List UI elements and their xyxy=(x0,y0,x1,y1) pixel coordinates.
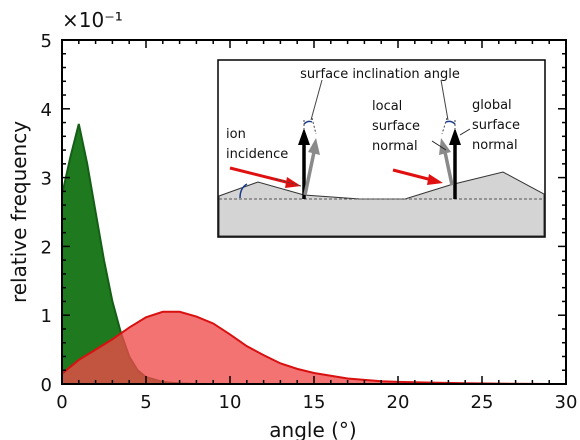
plot-frame xyxy=(61,39,567,385)
incidence-arc-icon xyxy=(239,183,248,199)
y-multiplier-label: ×10⁻¹ xyxy=(62,8,123,32)
arrowhead-icon xyxy=(439,138,451,155)
y-tick-label: 3 xyxy=(41,169,52,190)
arrowhead-icon xyxy=(308,138,320,155)
y-tick-label: 5 xyxy=(41,31,52,52)
label-pointer-line xyxy=(459,128,471,136)
global-normal-label: normal xyxy=(472,138,518,153)
local-normal-label: surface xyxy=(372,119,420,134)
inset-title: surface inclination angle xyxy=(300,67,460,82)
angle-guide-line xyxy=(311,117,317,135)
series-line-2 xyxy=(61,310,550,385)
surface-profile xyxy=(218,171,545,237)
arrowhead-icon xyxy=(427,174,443,185)
angle-guide-line xyxy=(441,117,448,135)
global-normal-label: global xyxy=(472,98,512,113)
local-normal-arrow-left xyxy=(303,151,316,196)
series-areas xyxy=(61,123,550,385)
series-area-2 xyxy=(62,311,550,384)
x-tick-label: 30 xyxy=(555,392,578,413)
x-tick-label: 5 xyxy=(140,392,151,413)
arrowhead-icon xyxy=(298,128,310,145)
angle-leader-line xyxy=(440,79,449,121)
angle-arc-icon xyxy=(445,120,456,125)
series-area-1 xyxy=(62,123,197,384)
x-tick-label: 0 xyxy=(56,392,67,413)
ion-arrow-right xyxy=(392,168,433,182)
ion-label: ion xyxy=(226,127,246,142)
y-tick-label: 4 xyxy=(41,100,52,121)
local-normal-arrow-right xyxy=(443,151,454,186)
x-tick-label: 10 xyxy=(219,392,242,413)
x-tick-label: 20 xyxy=(387,392,410,413)
y-tick-label: 0 xyxy=(41,375,52,396)
x-axis-title: angle (°) xyxy=(269,418,356,440)
inset-schematic: surface inclination angle ion incidence … xyxy=(217,59,546,238)
incidence-dashed-line xyxy=(275,178,302,187)
y-axis-title: relative frequency xyxy=(7,121,31,303)
y-tick-label: 2 xyxy=(41,237,52,258)
angle-leader-line xyxy=(310,79,323,121)
x-tick-label: 15 xyxy=(303,392,326,413)
tick-labels: 0 5 10 15 20 25 30 0 1 2 3 4 5 xyxy=(41,31,578,413)
local-normal-label: normal xyxy=(372,139,418,154)
x-tick-label: 25 xyxy=(471,392,494,413)
ion-label: incidence xyxy=(226,147,288,162)
label-pointer-line xyxy=(431,140,447,151)
global-normal-label: surface xyxy=(472,118,520,133)
angle-arc-icon xyxy=(303,120,313,125)
arrowhead-icon xyxy=(449,128,461,145)
y-tick-label: 1 xyxy=(41,306,52,327)
local-normal-label: local xyxy=(372,99,402,114)
